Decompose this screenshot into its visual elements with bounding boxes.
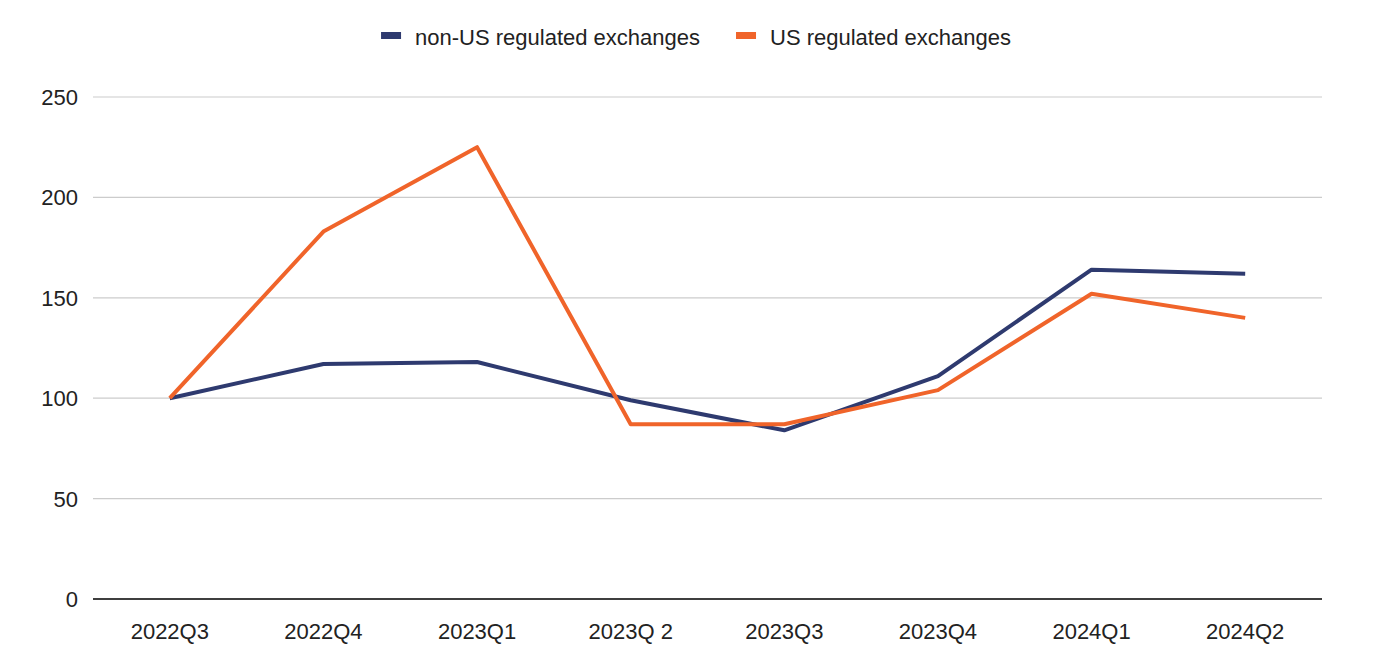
x-tick-label: 2023Q4 bbox=[899, 619, 977, 644]
legend-swatch bbox=[736, 32, 756, 39]
x-tick-label: 2024Q2 bbox=[1206, 619, 1284, 644]
x-axis-line bbox=[93, 598, 1322, 600]
x-tick-label: 2023Q 2 bbox=[588, 619, 672, 644]
grid-line bbox=[93, 498, 1322, 499]
x-tick-label: 2022Q3 bbox=[131, 619, 209, 644]
legend-label: US regulated exchanges bbox=[770, 25, 1011, 50]
series-line bbox=[170, 147, 1245, 424]
x-tick-label: 2022Q4 bbox=[284, 619, 362, 644]
grid-line bbox=[93, 398, 1322, 399]
grid-line bbox=[93, 598, 1322, 600]
grid-line bbox=[93, 96, 1322, 97]
chart-container: 0 50 100 150 200 250 2022Q3 2022Q4 2023Q1 2023Q 2… bbox=[0, 0, 1392, 665]
y-tick-label: 200 bbox=[41, 185, 78, 210]
series-line bbox=[170, 270, 1245, 431]
x-tick-label: 2023Q3 bbox=[745, 619, 823, 644]
y-tick-label: 250 bbox=[41, 85, 78, 110]
x-tick-label: 2023Q1 bbox=[438, 619, 516, 644]
legend-label: non-US regulated exchanges bbox=[415, 25, 700, 50]
y-tick-label: 0 bbox=[66, 587, 78, 612]
grid-line bbox=[93, 197, 1322, 198]
plot-area bbox=[170, 147, 1245, 430]
chart: 0 50 100 150 200 250 2022Q3 2022Q4 2023Q1 2023Q 2… bbox=[0, 0, 1392, 665]
y-tick-label: 100 bbox=[41, 386, 78, 411]
grid-line bbox=[93, 297, 1322, 298]
y-tick-label: 150 bbox=[41, 286, 78, 311]
grid bbox=[93, 97, 1322, 599]
legend: non-US regulated exchanges US regulated e… bbox=[381, 25, 1011, 50]
y-tick-label: 50 bbox=[54, 487, 78, 512]
x-tick-label: 2024Q1 bbox=[1052, 619, 1130, 644]
legend-swatch bbox=[381, 32, 401, 39]
